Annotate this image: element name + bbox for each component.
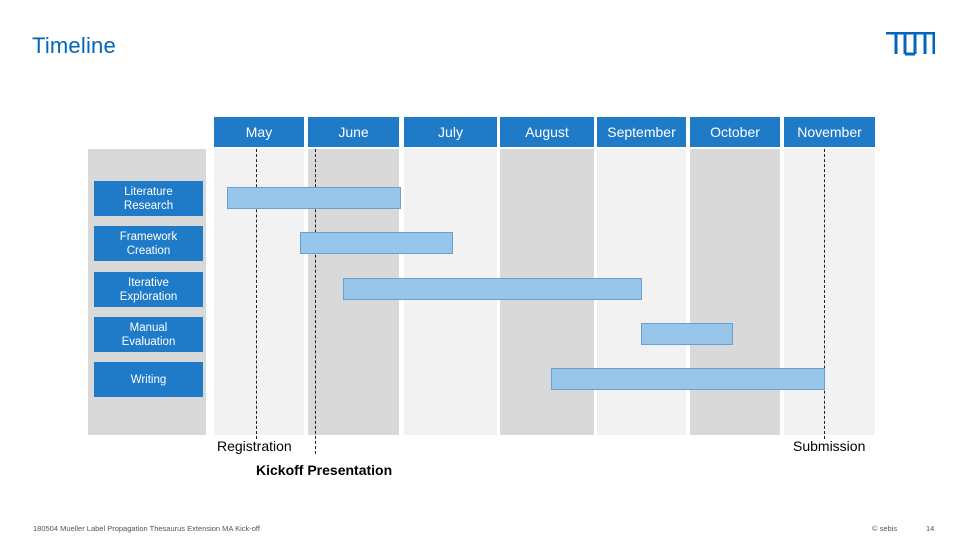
footer-text: 180504 Mueller Label Propagation Thesaur…	[33, 524, 260, 533]
month-header-november: November	[784, 117, 875, 147]
page-number: 14	[926, 524, 935, 533]
milestone-submission: Submission	[793, 438, 866, 454]
submission-dashed-line	[824, 149, 825, 439]
column-october	[690, 149, 780, 435]
registration-dashed-line	[256, 149, 257, 439]
column-november	[784, 149, 875, 435]
month-header-june: June	[308, 117, 399, 147]
kickoff-dashed-line	[315, 149, 316, 454]
task-label-writing: Writing	[94, 362, 203, 397]
gantt-bar-iterative-exploration	[343, 278, 642, 300]
slide-title: Timeline	[32, 33, 116, 58]
gantt-bar-framework-creation	[300, 232, 453, 254]
gantt-bar-literature-research	[227, 187, 401, 209]
gantt-bar-writing	[551, 368, 825, 390]
milestone-registration: Registration	[217, 438, 292, 454]
footer-copyright: © sebis	[872, 524, 898, 533]
month-header-october: October	[690, 117, 780, 147]
task-label-manual-evaluation: Manual Evaluation	[94, 317, 203, 352]
gantt-bar-manual-evaluation	[641, 323, 733, 345]
month-header-july: July	[404, 117, 497, 147]
milestone-kickoff: Kickoff Presentation	[256, 462, 393, 478]
task-label-framework-creation: Framework Creation	[94, 226, 203, 261]
task-label-literature-research: Literature Research	[94, 181, 203, 216]
month-header-may: May	[214, 117, 304, 147]
task-label-iterative-exploration: Iterative Exploration	[94, 272, 203, 307]
month-header-september: September	[597, 117, 686, 147]
month-header-august: August	[500, 117, 594, 147]
tum-logo-icon	[886, 32, 935, 56]
